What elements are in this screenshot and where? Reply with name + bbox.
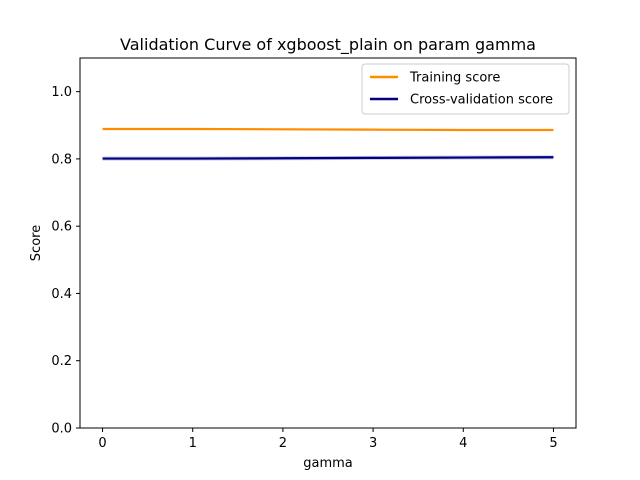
x-axis-ticks: 0 1 2 3 4 5 (98, 428, 558, 451)
series-lines (102, 127, 554, 160)
x-tick-label: 0 (98, 436, 106, 451)
legend-box (361, 63, 570, 115)
x-tick-label: 1 (189, 436, 197, 451)
plot-frame (79, 57, 577, 429)
y-tick-label: 1.0 (51, 85, 72, 100)
y-tick-label: 0.4 (51, 287, 72, 302)
x-tick-label: 2 (279, 436, 287, 451)
x-tick-label: 4 (459, 436, 467, 451)
y-axis-label: Score (29, 225, 44, 261)
x-axis-label: gamma (303, 456, 353, 471)
y-tick-label: 0.8 (51, 152, 72, 167)
series-line-0 (102, 127, 554, 132)
y-tick-label: 0.0 (51, 422, 72, 437)
y-axis-ticks: 0.0 0.2 0.4 0.6 0.8 1.0 (51, 85, 80, 437)
y-tick-label: 0.6 (51, 220, 72, 235)
legend-label-0: Training score (409, 71, 500, 86)
legend-label-1: Cross-validation score (410, 93, 553, 108)
legend: Training score Cross-validation score (361, 63, 570, 115)
series-line-1 (102, 156, 554, 160)
y-tick-label: 0.2 (51, 354, 72, 369)
confidence-bands (102, 128, 554, 161)
chart-title: Validation Curve of xgboost_plain on par… (120, 35, 536, 55)
x-tick-label: 5 (549, 436, 557, 451)
plot-area (79, 57, 577, 429)
x-tick-label: 3 (369, 436, 377, 451)
